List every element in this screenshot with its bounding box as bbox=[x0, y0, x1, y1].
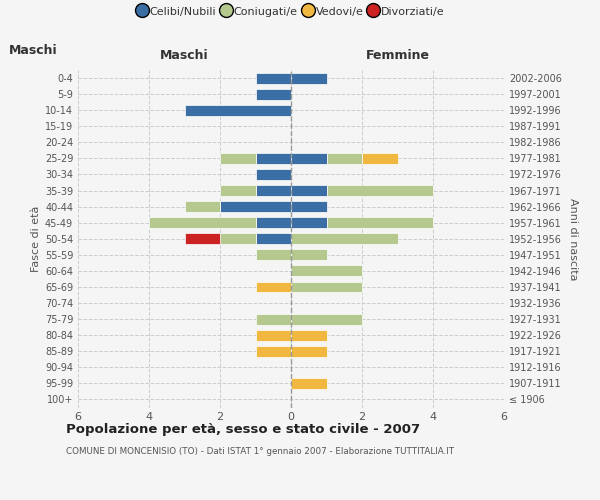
Bar bbox=[326, 153, 362, 164]
Text: Femmine: Femmine bbox=[365, 48, 430, 62]
Bar bbox=[256, 153, 291, 164]
Text: Popolazione per età, sesso e stato civile - 2007: Popolazione per età, sesso e stato civil… bbox=[66, 422, 420, 436]
Bar bbox=[291, 201, 326, 212]
Y-axis label: Fasce di età: Fasce di età bbox=[31, 206, 41, 272]
Bar bbox=[256, 72, 291, 84]
Bar bbox=[256, 217, 291, 228]
Bar bbox=[291, 250, 326, 260]
Bar bbox=[291, 153, 326, 164]
Bar bbox=[326, 217, 433, 228]
Bar bbox=[149, 217, 256, 228]
Bar bbox=[256, 330, 291, 340]
Bar bbox=[256, 314, 291, 324]
Y-axis label: Anni di nascita: Anni di nascita bbox=[568, 198, 578, 280]
Bar bbox=[291, 378, 326, 389]
Bar bbox=[256, 185, 291, 196]
Bar bbox=[220, 201, 291, 212]
Bar bbox=[185, 234, 220, 244]
Bar bbox=[291, 346, 326, 356]
Bar bbox=[291, 314, 362, 324]
Bar bbox=[256, 250, 291, 260]
Bar bbox=[291, 234, 398, 244]
Text: COMUNE DI MONCENISIO (TO) - Dati ISTAT 1° gennaio 2007 - Elaborazione TUTTITALIA: COMUNE DI MONCENISIO (TO) - Dati ISTAT 1… bbox=[66, 448, 454, 456]
Bar bbox=[256, 282, 291, 292]
Bar bbox=[220, 153, 256, 164]
Bar bbox=[291, 266, 362, 276]
Bar bbox=[256, 234, 291, 244]
Bar bbox=[291, 185, 326, 196]
Bar bbox=[220, 234, 256, 244]
Bar bbox=[185, 201, 220, 212]
Bar bbox=[291, 330, 326, 340]
Bar bbox=[256, 169, 291, 180]
Bar bbox=[291, 217, 326, 228]
Legend: Celibi/Nubili, Coniugati/e, Vedovi/e, Divorziati/e: Celibi/Nubili, Coniugati/e, Vedovi/e, Di… bbox=[133, 2, 449, 21]
Bar bbox=[326, 185, 433, 196]
Bar bbox=[256, 346, 291, 356]
Bar bbox=[220, 185, 256, 196]
Text: Maschi: Maschi bbox=[160, 48, 209, 62]
Bar bbox=[256, 88, 291, 100]
Bar bbox=[185, 104, 291, 116]
Bar bbox=[291, 282, 362, 292]
Bar bbox=[291, 72, 326, 84]
Bar bbox=[362, 153, 398, 164]
Text: Maschi: Maschi bbox=[9, 44, 58, 57]
